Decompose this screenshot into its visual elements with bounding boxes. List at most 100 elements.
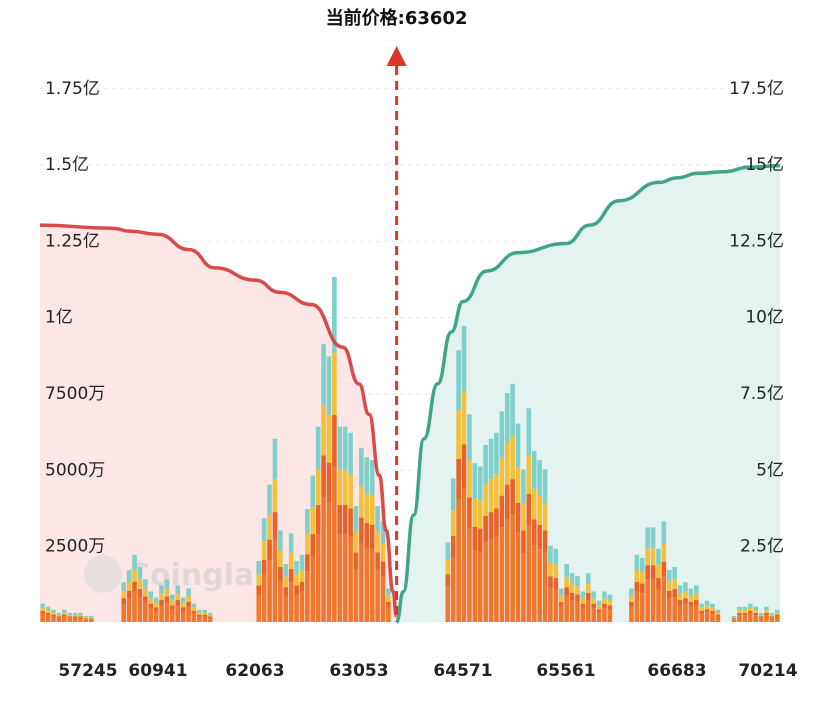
liquidation-bar-segment	[202, 612, 208, 615]
liquidation-bar-segment	[51, 609, 56, 613]
liquidation-bar-segment	[294, 574, 299, 586]
liquidation-bar-segment	[585, 592, 591, 601]
liquidation-bar-segment	[564, 595, 569, 622]
liquidation-bar-segment	[359, 448, 364, 487]
liquidation-bar-segment	[321, 496, 326, 622]
liquidation-bar-segment	[553, 589, 559, 622]
liquidation-bar-segment	[310, 556, 316, 622]
liquidation-bar-segment	[683, 582, 688, 592]
liquidation-bar-segment	[191, 613, 197, 622]
liquidation-bar-segment	[710, 611, 715, 614]
liquidation-bar-segment	[488, 438, 494, 480]
liquidation-bar-segment	[445, 542, 451, 561]
liquidation-bar-segment	[315, 534, 321, 622]
liquidation-bar-segment	[510, 436, 515, 480]
liquidation-bar-segment	[283, 587, 289, 596]
liquidation-bar-segment	[315, 426, 321, 470]
liquidation-bar-segment	[148, 603, 154, 609]
liquidation-bar-segment	[704, 605, 710, 610]
liquidation-bar-segment	[40, 603, 46, 608]
liquidation-bar-segment	[337, 504, 343, 535]
liquidation-bar-segment	[72, 612, 78, 615]
liquidation-bar-segment	[445, 574, 451, 587]
liquidation-bar-segment	[602, 608, 607, 622]
liquidation-bar-segment	[272, 512, 278, 540]
liquidation-bar-segment	[450, 557, 456, 622]
liquidation-bar-segment	[645, 548, 650, 566]
liquidation-bar-segment	[688, 601, 694, 607]
liquidation-bar-segment	[656, 578, 661, 590]
liquidation-bar-segment	[299, 591, 305, 622]
liquidation-bar-segment	[596, 609, 602, 613]
liquidation-bar-segment	[180, 602, 186, 608]
liquidation-bar-segment	[688, 606, 694, 622]
liquidation-bar-segment	[294, 594, 299, 622]
liquidation-bar-segment	[774, 616, 780, 622]
liquidation-bar-segment	[72, 617, 78, 622]
liquidation-bar-segment	[348, 508, 353, 537]
liquidation-bar-segment	[261, 575, 267, 622]
liquidation-bar-segment	[332, 352, 337, 416]
liquidation-bar-segment	[569, 600, 575, 622]
liquidation-bar-segment	[515, 532, 521, 622]
liquidation-bar-segment	[348, 432, 353, 475]
liquidation-bar-segment	[78, 612, 83, 615]
liquidation-bar-segment	[634, 581, 640, 592]
liquidation-bar-segment	[753, 615, 758, 622]
liquidation-bar-segment	[148, 598, 154, 604]
liquidation-bar-segment	[677, 600, 683, 606]
liquidation-bar-segment	[569, 573, 575, 584]
liquidation-bar-segment	[548, 545, 553, 563]
liquidation-bar-segment	[537, 549, 542, 622]
liquidation-bar-segment	[143, 579, 148, 589]
liquidation-bar-segment	[693, 605, 699, 622]
liquidation-bar-segment	[283, 564, 289, 577]
liquidation-bar-segment	[504, 393, 510, 444]
liquidation-bar-segment	[774, 612, 780, 615]
liquidation-bar-segment	[764, 612, 769, 616]
left-axis-tick-label: 1.75亿	[45, 79, 100, 99]
liquidation-bar-segment	[769, 616, 775, 618]
liquidation-bar-segment	[170, 605, 175, 610]
liquidation-bar-segment	[180, 611, 186, 622]
liquidation-bar-segment	[353, 552, 359, 570]
liquidation-bar-segment	[753, 610, 758, 613]
liquidation-bar-segment	[575, 576, 580, 587]
liquidation-bar-segment	[737, 606, 742, 611]
liquidation-bar-segment	[380, 576, 386, 622]
left-axis-tick-label: 1.25亿	[45, 231, 100, 251]
liquidation-bar-segment	[294, 560, 299, 575]
liquidation-bar-segment	[650, 565, 656, 580]
liquidation-bar-segment	[348, 536, 353, 622]
liquidation-bar-segment	[596, 605, 602, 610]
liquidation-bar-segment	[650, 579, 656, 622]
liquidation-bar-segment	[634, 569, 640, 582]
liquidation-bar-segment	[661, 521, 667, 544]
liquidation-bar-segment	[645, 527, 650, 549]
liquidation-bar-segment	[494, 432, 499, 475]
liquidation-bar-segment	[488, 512, 494, 540]
liquidation-bar-segment	[380, 521, 386, 544]
liquidation-bar-segment	[67, 614, 73, 617]
right-axis-tick-label: 12.5亿	[729, 231, 784, 251]
liquidation-bar-segment	[542, 553, 548, 622]
liquidation-bar-segment	[542, 502, 548, 531]
liquidation-bar-segment	[56, 612, 62, 615]
liquidation-bar-segment	[278, 580, 283, 622]
liquidation-bar-segment	[634, 591, 640, 622]
liquidation-bar-segment	[769, 612, 775, 615]
liquidation-bar-segment	[132, 581, 137, 592]
liquidation-bar-segment	[569, 592, 575, 601]
liquidation-bar-segment	[467, 497, 472, 529]
liquidation-bar-segment	[645, 565, 650, 580]
liquidation-bar-segment	[461, 444, 467, 489]
liquidation-bar-segment	[764, 615, 769, 622]
liquidation-bar-segment	[661, 576, 667, 622]
liquidation-bar-segment	[197, 609, 202, 613]
liquidation-bar-segment	[207, 616, 213, 618]
liquidation-bar-segment	[683, 591, 688, 599]
x-axis-tick-label: 66683	[647, 661, 706, 681]
liquidation-bar-segment	[747, 613, 753, 622]
liquidation-bar-segment	[342, 504, 348, 535]
